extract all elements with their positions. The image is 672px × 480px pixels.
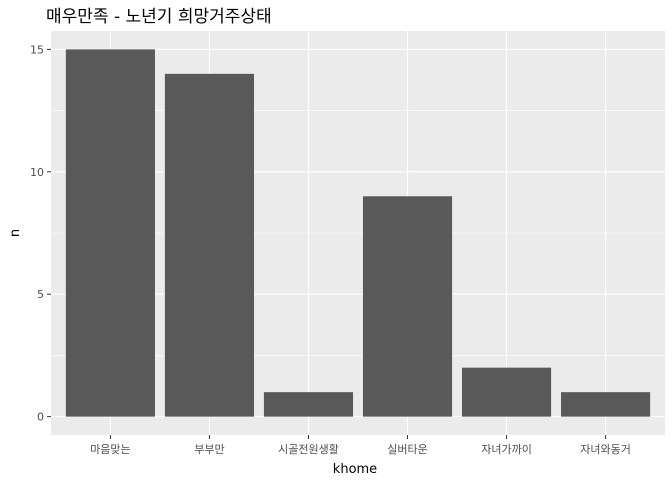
bar [362, 196, 453, 417]
x-tick-label: 자녀가까이 [481, 443, 532, 456]
bar [65, 49, 155, 417]
y-axis-title: n [8, 229, 23, 237]
y-tick-label: 5 [37, 288, 44, 301]
y-tick-label: 0 [37, 411, 44, 424]
y-tick-label: 15 [30, 43, 44, 56]
x-tick-label: 마음맞는 [90, 443, 130, 456]
bar [263, 392, 354, 417]
y-axis: 0 5 10 15 [30, 43, 51, 424]
x-axis-title: khome [333, 462, 377, 477]
bar [461, 367, 552, 417]
bars [65, 49, 651, 417]
x-tick-label: 자녀와동거 [580, 443, 631, 456]
x-axis: 마음맞는 부부만 시골전원생활 실버타운 자녀가까이 자녀와동거 [90, 435, 631, 456]
x-tick-label: 시골전원생활 [278, 442, 339, 456]
x-tick-label: 부부만 [194, 443, 224, 456]
bar [561, 392, 651, 417]
bar [164, 73, 255, 417]
y-tick-label: 10 [30, 166, 44, 179]
x-tick-label: 실버타운 [387, 443, 427, 456]
chart-title: 매우만족 - 노년기 희망거주상태 [46, 7, 272, 27]
